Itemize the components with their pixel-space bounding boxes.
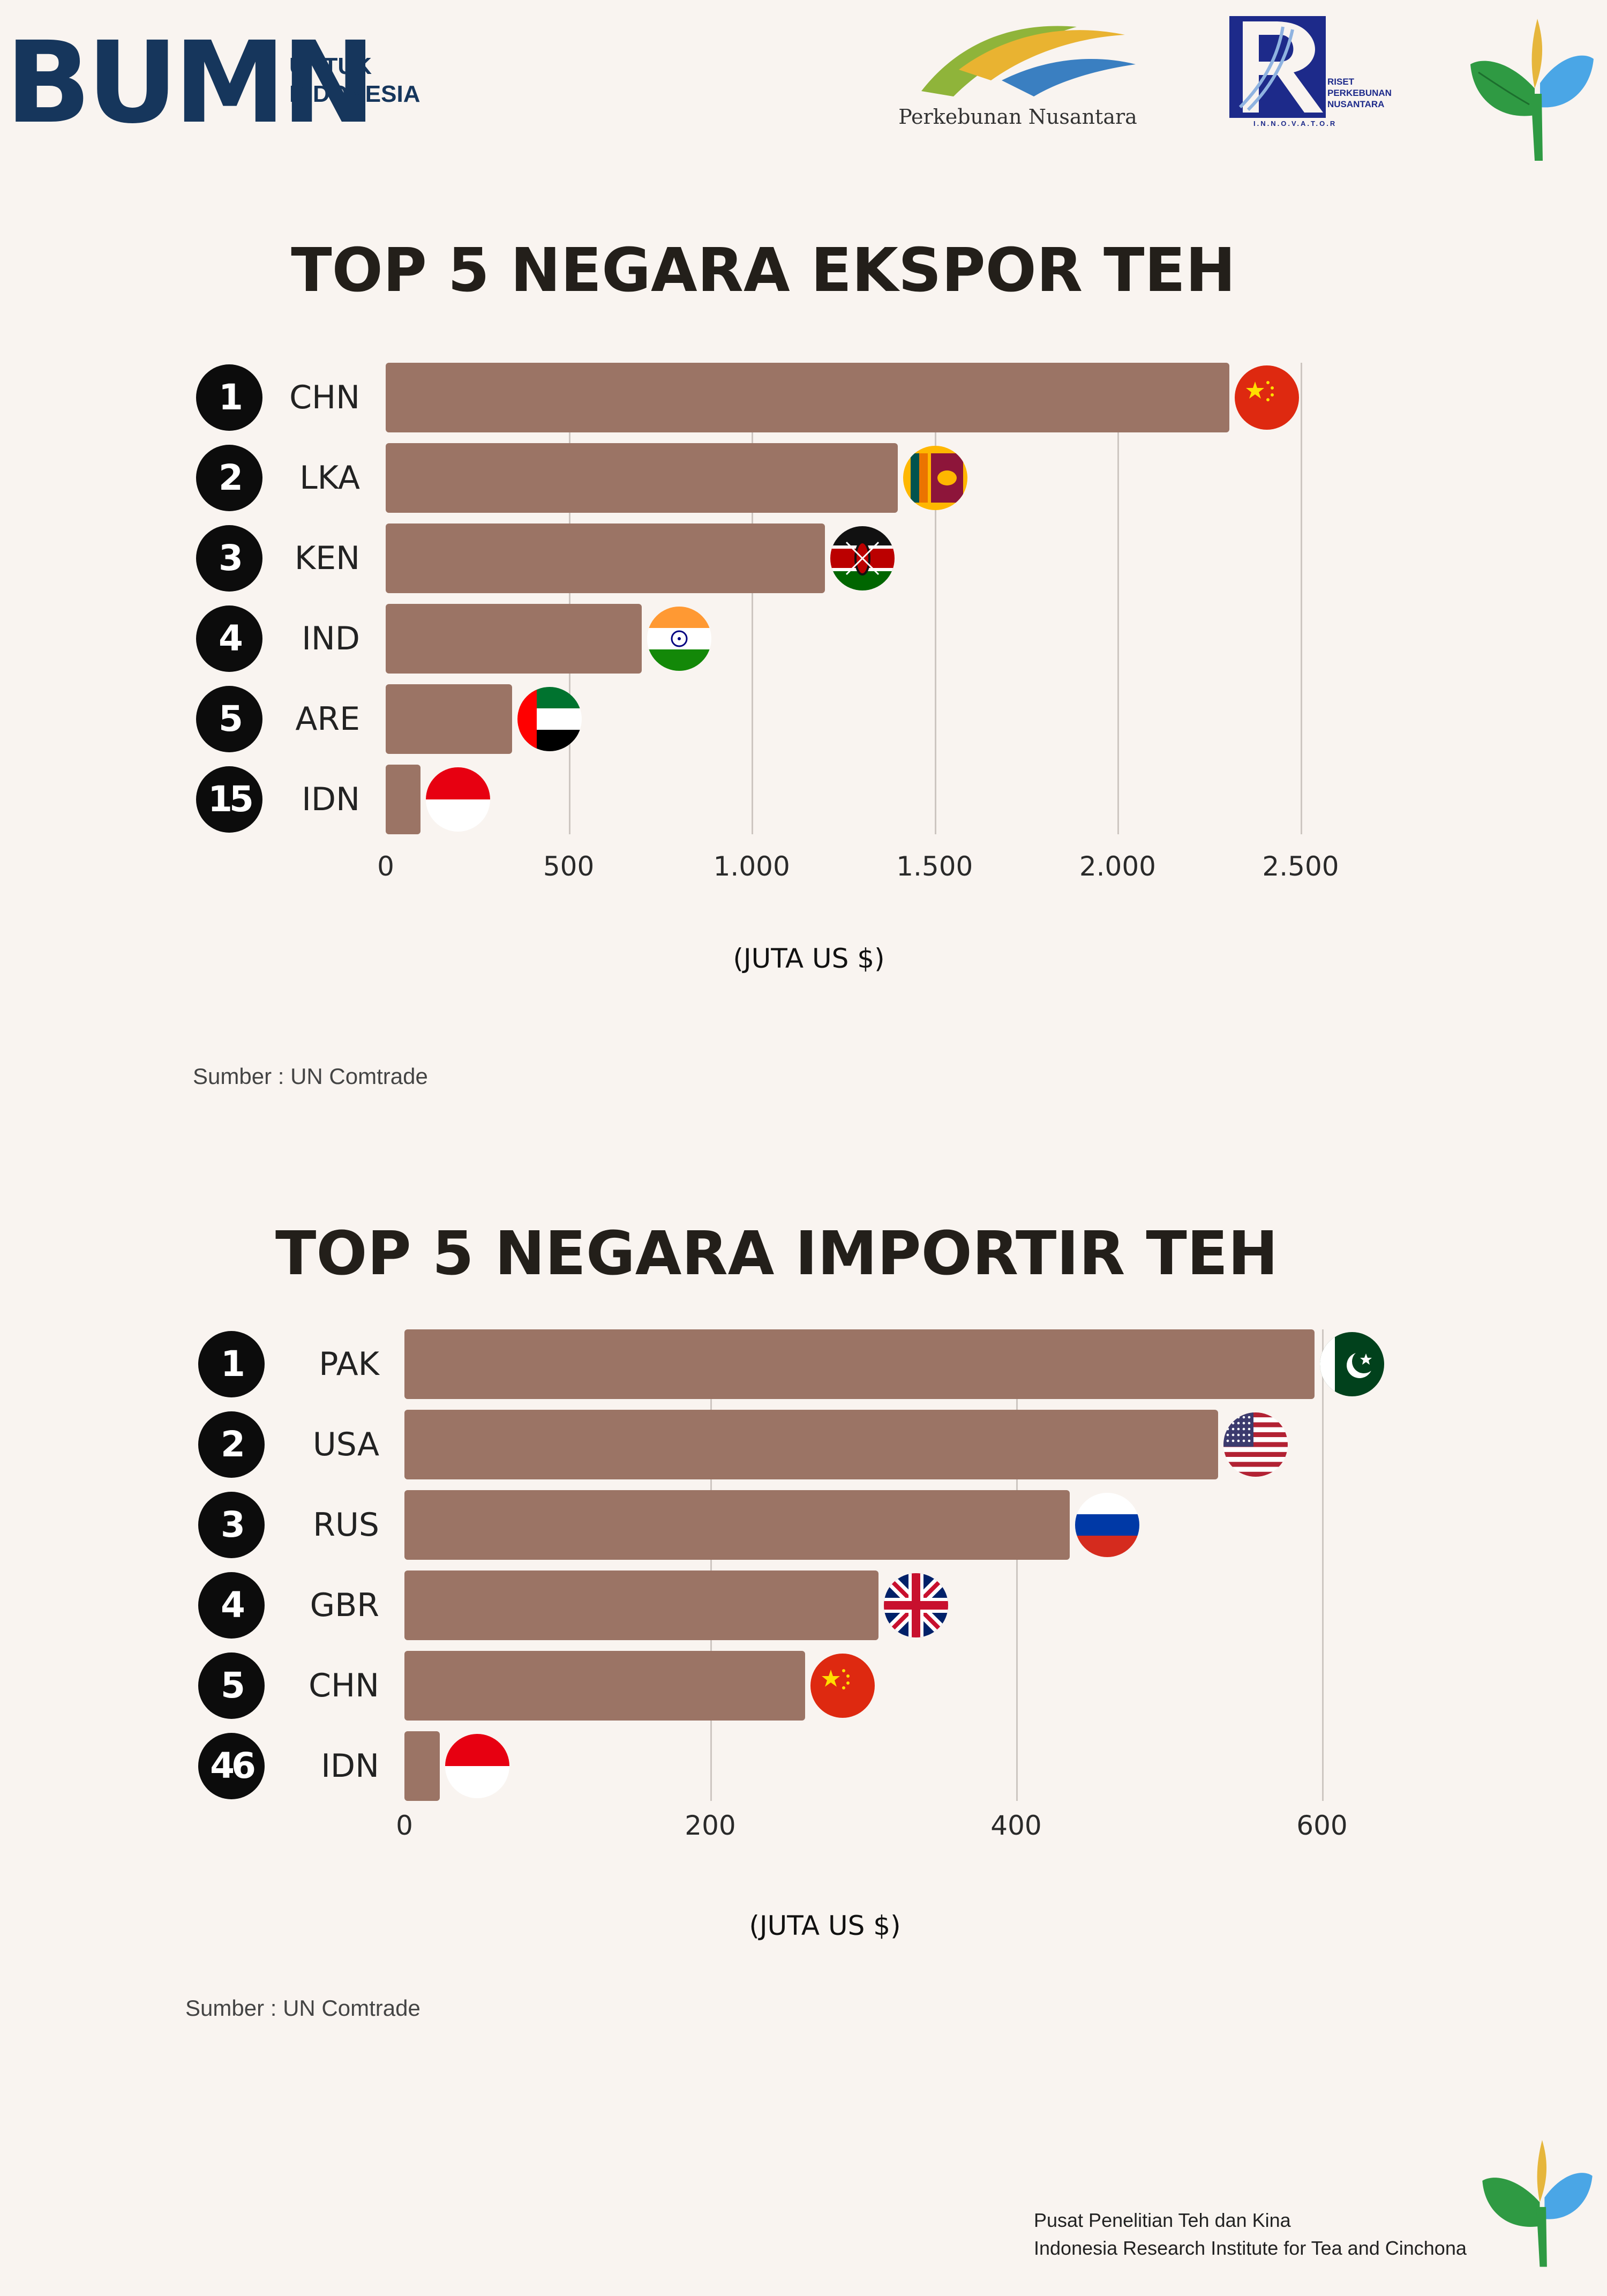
bar-ken bbox=[386, 523, 825, 593]
x-tick-label: 0 bbox=[396, 1810, 413, 1841]
export-chart-xlabel: (JUTA US $) bbox=[733, 943, 885, 974]
grid-line bbox=[568, 363, 570, 834]
country-code-label: RUS bbox=[313, 1506, 379, 1544]
x-tick-label: 500 bbox=[543, 851, 595, 882]
bar-chn bbox=[404, 1651, 805, 1721]
grid-line bbox=[710, 1329, 712, 1801]
rank-badge: 3 bbox=[196, 525, 262, 592]
footer-line1: Pusat Penelitian Teh dan Kina bbox=[1034, 2209, 1291, 2231]
import-chart-source: Sumber : UN Comtrade bbox=[185, 1995, 420, 2021]
footer-line2: Indonesia Research Institute for Tea and… bbox=[1034, 2237, 1467, 2259]
rank-badge: 4 bbox=[196, 605, 262, 672]
riset-logo-subtext: I.N.N.O.V.A.T.O.R bbox=[1253, 119, 1337, 128]
import-chart: 0 200 400 600 1 PAK 2 USA 3 RUS 4 GBR 5 CHN 46 IDN bbox=[198, 1329, 1384, 1841]
rank-badge: 2 bbox=[198, 1411, 265, 1478]
export-chart: 0 500 1.000 1.500 2.000 2.500 1 CHN 2 LKA 3 KEN 4… bbox=[0, 0, 1607, 1125]
import-chart-xlabel: (JUTA US $) bbox=[749, 1910, 901, 1941]
bumn-tagline-line2: INDONESIA bbox=[289, 81, 420, 107]
indonesia-flag-icon bbox=[445, 1734, 509, 1798]
x-tick-label: 0 bbox=[377, 851, 394, 882]
x-tick-label: 600 bbox=[1296, 1810, 1348, 1841]
grid-line bbox=[752, 363, 754, 834]
bar-rus bbox=[404, 1490, 1070, 1560]
export-chart-source: Sumber : UN Comtrade bbox=[193, 1064, 428, 1089]
country-code-label: CHN bbox=[289, 379, 360, 416]
rank-badge: 2 bbox=[196, 445, 262, 511]
rank-badge: 46 bbox=[198, 1733, 265, 1799]
perkebunan-nusantara-logo-icon bbox=[921, 26, 1136, 96]
country-code-label: USA bbox=[312, 1426, 379, 1463]
x-tick-label: 400 bbox=[990, 1810, 1042, 1841]
bar-gbr bbox=[404, 1570, 879, 1640]
import-chart-title: TOP 5 NEGARA IMPORTIR TEH bbox=[275, 1219, 1278, 1289]
bar-usa bbox=[404, 1410, 1218, 1479]
footer-institution: Pusat Penelitian Teh dan Kina Indonesia … bbox=[1034, 2207, 1467, 2262]
country-code-label: PAK bbox=[319, 1345, 379, 1383]
bar-chn bbox=[386, 363, 1229, 432]
china-flag-icon bbox=[810, 1654, 875, 1718]
grid-line bbox=[1016, 1329, 1018, 1801]
x-tick-label: 1.500 bbox=[896, 851, 973, 882]
bar-ind bbox=[386, 604, 642, 674]
country-code-label: KEN bbox=[294, 540, 360, 577]
pakistan-flag-icon bbox=[1319, 1332, 1384, 1396]
russia-flag-icon bbox=[1075, 1493, 1139, 1557]
grid-line bbox=[934, 363, 936, 834]
bumn-tagline-line1: UNTUK bbox=[289, 53, 372, 79]
riset-perkebunan-logo-icon bbox=[1229, 16, 1326, 118]
country-code-label: IDN bbox=[302, 781, 360, 818]
country-code-label: IDN bbox=[321, 1747, 379, 1785]
country-code-label: CHN bbox=[309, 1667, 379, 1704]
rank-badge: 5 bbox=[198, 1652, 265, 1719]
country-code-label: IND bbox=[302, 620, 360, 657]
rank-badge: 1 bbox=[198, 1331, 265, 1397]
perkebunan-nusantara-logo-text: Perkebunan Nusantara bbox=[898, 105, 1137, 129]
bar-are bbox=[386, 684, 512, 754]
riset-logo-text: RISET PERKEBUNAN NUSANTARA bbox=[1327, 76, 1392, 110]
rank-badge: 1 bbox=[196, 364, 262, 431]
grid-line bbox=[1117, 363, 1120, 834]
bumn-tagline: UNTUK INDONESIA bbox=[289, 53, 420, 108]
grid-line bbox=[1301, 363, 1302, 834]
x-tick-label: 2.000 bbox=[1079, 851, 1156, 882]
uk-flag-icon bbox=[884, 1573, 949, 1637]
riset-line1: RISET bbox=[1327, 77, 1355, 87]
rank-badge: 4 bbox=[198, 1572, 265, 1639]
bar-idn bbox=[404, 1731, 440, 1801]
x-tick-label: 200 bbox=[685, 1810, 736, 1841]
riset-line3: NUSANTARA bbox=[1327, 99, 1385, 109]
rank-badge: 15 bbox=[196, 766, 262, 833]
ppbn-leaf-logo-icon bbox=[1470, 19, 1594, 161]
country-code-label: ARE bbox=[295, 700, 360, 738]
rank-badge: 3 bbox=[198, 1492, 265, 1558]
country-code-label: GBR bbox=[310, 1587, 379, 1624]
grid-line bbox=[1322, 1329, 1324, 1801]
rank-badge: 5 bbox=[196, 686, 262, 752]
footer-leaf-logo-icon bbox=[1482, 2140, 1593, 2267]
usa-flag-icon bbox=[1223, 1412, 1288, 1477]
bar-lka bbox=[386, 443, 898, 513]
bar-pak bbox=[404, 1329, 1315, 1399]
export-chart-title: TOP 5 NEGARA EKSPOR TEH bbox=[291, 236, 1236, 305]
sri-lanka-flag-icon bbox=[903, 446, 968, 510]
x-tick-label: 1.000 bbox=[713, 851, 790, 882]
bar-idn bbox=[386, 765, 420, 834]
country-code-label: LKA bbox=[299, 459, 360, 497]
china-flag-icon bbox=[1234, 365, 1299, 430]
x-tick-label: 2.500 bbox=[1262, 851, 1339, 882]
riset-line2: PERKEBUNAN bbox=[1327, 88, 1392, 98]
bumn-logo: BUMN bbox=[5, 17, 376, 148]
